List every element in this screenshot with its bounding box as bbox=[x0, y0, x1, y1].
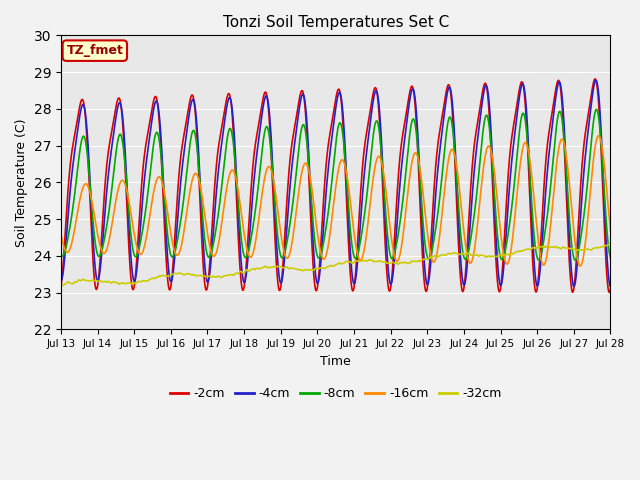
-8cm bbox=[593, 107, 600, 112]
Line: -2cm: -2cm bbox=[61, 79, 611, 292]
Line: -32cm: -32cm bbox=[61, 244, 611, 286]
Y-axis label: Soil Temperature (C): Soil Temperature (C) bbox=[15, 118, 28, 247]
-8cm bbox=[179, 201, 187, 206]
-4cm bbox=[607, 284, 614, 290]
-16cm bbox=[595, 133, 602, 139]
-4cm bbox=[541, 196, 549, 202]
-16cm bbox=[57, 231, 65, 237]
Title: Tonzi Soil Temperatures Set C: Tonzi Soil Temperatures Set C bbox=[223, 15, 449, 30]
-8cm bbox=[572, 257, 579, 263]
-4cm bbox=[493, 245, 500, 251]
-8cm bbox=[421, 240, 429, 245]
-32cm bbox=[166, 273, 173, 278]
-32cm bbox=[541, 244, 549, 250]
-2cm bbox=[605, 289, 613, 295]
-16cm bbox=[179, 234, 187, 240]
-32cm bbox=[179, 272, 187, 277]
-32cm bbox=[57, 283, 65, 288]
-16cm bbox=[493, 190, 500, 196]
-4cm bbox=[592, 77, 600, 83]
-2cm bbox=[57, 283, 65, 289]
Line: -8cm: -8cm bbox=[61, 109, 611, 260]
-32cm bbox=[241, 270, 248, 276]
Line: -16cm: -16cm bbox=[61, 136, 611, 266]
-16cm bbox=[541, 260, 549, 266]
-8cm bbox=[493, 223, 500, 229]
Legend: -2cm, -4cm, -8cm, -16cm, -32cm: -2cm, -4cm, -8cm, -16cm, -32cm bbox=[164, 383, 507, 406]
-8cm bbox=[166, 248, 173, 254]
-2cm bbox=[493, 268, 500, 274]
-2cm bbox=[541, 167, 549, 173]
-4cm bbox=[57, 277, 65, 283]
-8cm bbox=[607, 255, 614, 261]
X-axis label: Time: Time bbox=[320, 355, 351, 368]
-4cm bbox=[241, 279, 248, 285]
-4cm bbox=[421, 267, 429, 273]
Line: -4cm: -4cm bbox=[61, 80, 611, 287]
-2cm bbox=[241, 281, 248, 287]
-16cm bbox=[421, 207, 429, 213]
-16cm bbox=[607, 228, 614, 234]
Text: TZ_fmet: TZ_fmet bbox=[67, 44, 124, 57]
-16cm bbox=[577, 263, 584, 269]
-16cm bbox=[166, 224, 173, 229]
-16cm bbox=[241, 233, 248, 239]
-4cm bbox=[166, 276, 173, 281]
-4cm bbox=[179, 157, 187, 163]
-32cm bbox=[421, 256, 429, 262]
-8cm bbox=[241, 254, 248, 260]
-2cm bbox=[166, 287, 173, 293]
-8cm bbox=[57, 252, 65, 257]
-2cm bbox=[607, 286, 614, 292]
-8cm bbox=[541, 228, 549, 234]
-2cm bbox=[591, 76, 599, 82]
-32cm bbox=[607, 242, 614, 248]
-2cm bbox=[179, 137, 187, 143]
-32cm bbox=[493, 253, 500, 259]
-2cm bbox=[421, 284, 429, 290]
-32cm bbox=[605, 241, 612, 247]
